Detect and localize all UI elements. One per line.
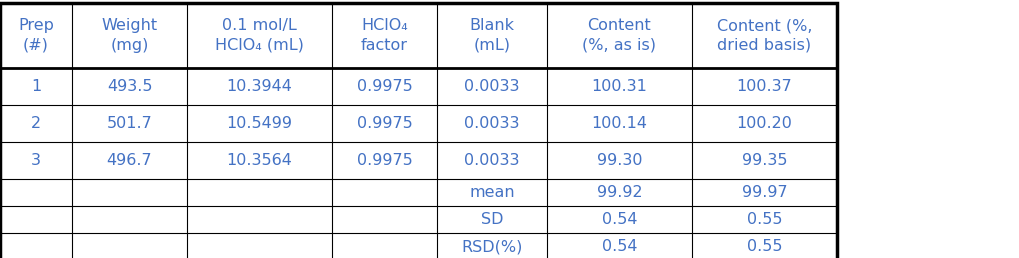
Text: dried basis): dried basis)	[717, 38, 811, 53]
Text: HClO₄ (mL): HClO₄ (mL)	[215, 38, 304, 53]
Text: (%, as is): (%, as is)	[583, 38, 656, 53]
Text: HClO₄: HClO₄	[361, 18, 408, 33]
Text: factor: factor	[361, 38, 408, 53]
Text: 0.1 mol/L: 0.1 mol/L	[222, 18, 297, 33]
Text: 0.9975: 0.9975	[357, 153, 413, 168]
Text: 10.3564: 10.3564	[226, 153, 292, 168]
Text: 99.30: 99.30	[597, 153, 642, 168]
Text: 99.35: 99.35	[742, 153, 788, 168]
Text: 0.0033: 0.0033	[465, 116, 520, 131]
Text: Content: Content	[588, 18, 651, 33]
Text: 100.31: 100.31	[592, 79, 647, 94]
Text: 0.9975: 0.9975	[357, 79, 413, 94]
Text: 0.54: 0.54	[602, 239, 637, 254]
Text: (mg): (mg)	[110, 38, 149, 53]
Text: 0.55: 0.55	[747, 212, 783, 227]
Text: 1: 1	[31, 79, 41, 94]
Text: (#): (#)	[23, 38, 49, 53]
Text: Content (%,: Content (%,	[716, 18, 812, 33]
Text: (mL): (mL)	[474, 38, 511, 53]
Text: 0.0033: 0.0033	[465, 79, 520, 94]
Text: 100.37: 100.37	[737, 79, 793, 94]
Text: 0.54: 0.54	[602, 212, 637, 227]
Text: Blank: Blank	[470, 18, 515, 33]
Text: RSD(%): RSD(%)	[462, 239, 523, 254]
Text: 3: 3	[31, 153, 41, 168]
Text: 100.20: 100.20	[737, 116, 793, 131]
Text: 0.0033: 0.0033	[465, 153, 520, 168]
Text: Prep: Prep	[18, 18, 54, 33]
Text: SD: SD	[481, 212, 503, 227]
Text: 2: 2	[31, 116, 41, 131]
Text: 496.7: 496.7	[107, 153, 152, 168]
Text: 0.55: 0.55	[747, 239, 783, 254]
Text: Weight: Weight	[102, 18, 158, 33]
Bar	[0, 3, 837, 258]
Text: 10.3944: 10.3944	[226, 79, 292, 94]
Text: 100.14: 100.14	[591, 116, 647, 131]
Text: 99.97: 99.97	[742, 185, 788, 200]
Text: 99.92: 99.92	[597, 185, 642, 200]
Text: 501.7: 501.7	[107, 116, 153, 131]
Text: 0.9975: 0.9975	[357, 116, 413, 131]
Text: mean: mean	[469, 185, 515, 200]
Text: 493.5: 493.5	[107, 79, 152, 94]
Text: 10.5499: 10.5499	[226, 116, 292, 131]
